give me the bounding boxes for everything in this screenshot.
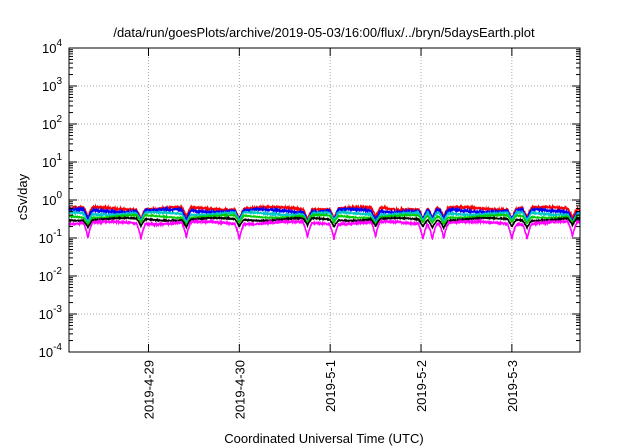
- y-tick-label: 10-4: [39, 342, 63, 360]
- y-tick-label: 103: [42, 76, 62, 94]
- y-tick-label: 101: [42, 152, 62, 170]
- chart-title: /data/run/goesPlots/archive/2019-05-03/1…: [113, 25, 535, 40]
- y-tick-label: 102: [42, 114, 62, 132]
- series-group: [68, 203, 581, 241]
- series-line: [68, 217, 581, 241]
- series-line: [68, 208, 581, 226]
- y-axis-label: cSv/day: [15, 173, 30, 220]
- grid: [69, 47, 580, 353]
- series-line: [68, 215, 581, 231]
- x-tick-label: 2019-4-30: [232, 360, 247, 419]
- x-tick-label: 2019-5-1: [323, 360, 338, 412]
- y-tick-label: 10-1: [39, 228, 63, 246]
- x-ticks: 2019-4-29 2019-4-30 2019-5-1 2019-5-2 2019-5…: [141, 48, 520, 419]
- y-tick-label: 10-2: [39, 266, 63, 284]
- y-tick-label: 104: [42, 38, 62, 56]
- x-tick-label: 2019-5-2: [414, 360, 429, 412]
- y-ticks: 10-4 10-3 10-2 10-1 100 101 102 103 104: [39, 38, 580, 360]
- x-axis-label: Coordinated Universal Time (UTC): [224, 431, 423, 446]
- series-line: [68, 212, 581, 229]
- x-tick-label: 2019-4-29: [141, 360, 156, 419]
- x-tick-label: 2019-5-3: [505, 360, 520, 412]
- y-tick-label: 100: [42, 190, 62, 208]
- y-tick-label: 10-3: [39, 304, 63, 322]
